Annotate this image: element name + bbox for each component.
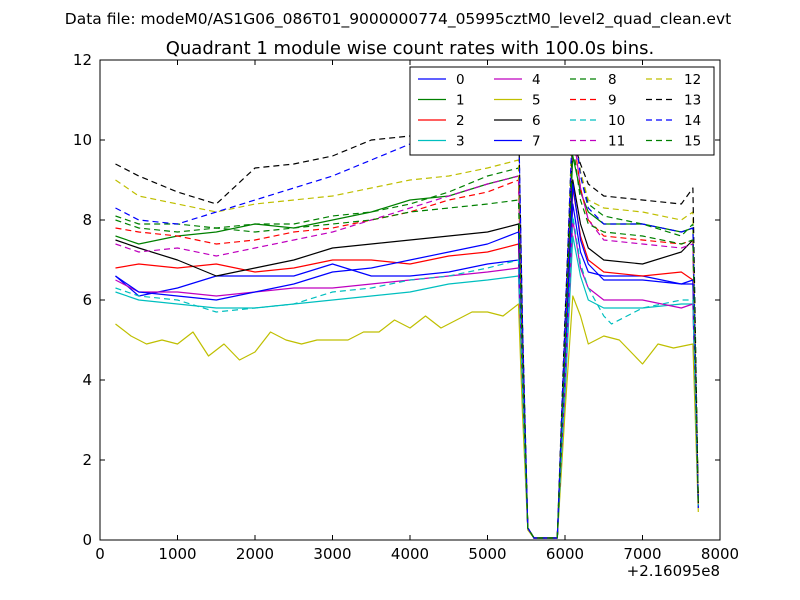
series-line-9: [115, 131, 699, 539]
axis-ticks: 0 1000 2000 3000 4000 5000 6000 7000 80000246810…: [73, 51, 739, 563]
legend-label-1: 1: [456, 93, 465, 109]
legend-label-9: 9: [608, 93, 617, 109]
legend-label-3: 3: [456, 134, 465, 150]
series-line-0: [115, 203, 699, 539]
x-tick-label: 8000: [701, 545, 739, 563]
legend-box: [409, 66, 715, 156]
series-group: [115, 111, 699, 539]
legend-label-8: 8: [608, 72, 617, 88]
series-line-4: [115, 219, 699, 539]
chart-title: Quadrant 1 module wise count rates with …: [166, 38, 655, 59]
x-tick-label: 3000: [313, 545, 351, 563]
legend-label-12: 12: [684, 72, 701, 88]
y-tick-label: 0: [82, 531, 92, 549]
series-line-3: [115, 235, 699, 539]
legend-label-2: 2: [456, 113, 465, 129]
legend-label-6: 6: [532, 113, 541, 129]
plot-area: 0 1000 2000 3000 4000 5000 6000 7000 80000246810…: [73, 51, 739, 580]
legend-label-5: 5: [532, 93, 541, 109]
legend-label-4: 4: [532, 72, 541, 88]
series-line-11: [115, 127, 699, 539]
series-line-15: [115, 143, 699, 539]
x-offset-label: +2.16095e8: [627, 562, 720, 580]
x-tick-label: 0: [95, 545, 105, 563]
legend-label-14: 14: [684, 113, 701, 129]
y-tick-label: 2: [82, 451, 92, 469]
series-line-12: [115, 111, 699, 539]
x-tick-label: 4000: [391, 545, 429, 563]
x-tick-label: 7000: [623, 545, 661, 563]
legend-label-15: 15: [684, 134, 701, 150]
x-tick-label: 5000: [468, 545, 506, 563]
legend-label-11: 11: [608, 134, 625, 150]
legend-label-10: 10: [608, 113, 625, 129]
y-tick-label: 6: [82, 291, 92, 309]
legend-label-13: 13: [684, 93, 701, 109]
y-tick-label: 8: [82, 211, 92, 229]
legend-label-0: 0: [456, 72, 465, 88]
series-line-14: [115, 111, 699, 539]
series-line-5: [115, 295, 699, 539]
x-tick-label: 1000: [158, 545, 196, 563]
suptitle: Data file: modeM0/AS1G06_086T01_90000007…: [65, 10, 731, 29]
y-tick-label: 4: [82, 371, 92, 389]
series-line-10: [115, 215, 699, 539]
series-line-8: [115, 111, 699, 539]
x-tick-label: 6000: [546, 545, 584, 563]
y-tick-label: 10: [73, 131, 92, 149]
y-tick-label: 12: [73, 51, 92, 69]
x-tick-label: 2000: [236, 545, 274, 563]
legend-label-7: 7: [532, 134, 541, 150]
